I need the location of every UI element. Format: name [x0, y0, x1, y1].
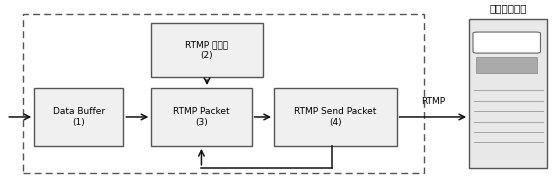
Bar — [274, 88, 396, 146]
Bar — [23, 14, 424, 173]
Text: RTMP 初始化
(2): RTMP 初始化 (2) — [186, 40, 229, 59]
Text: RTMP: RTMP — [421, 97, 445, 106]
Bar — [34, 88, 124, 146]
Text: Data Buffer
(1): Data Buffer (1) — [53, 107, 105, 127]
Text: RTMP Send Packet
(4): RTMP Send Packet (4) — [294, 107, 376, 127]
FancyBboxPatch shape — [473, 32, 541, 53]
Bar — [151, 88, 252, 146]
Bar — [476, 57, 537, 73]
Text: 流媒体服务器: 流媒体服务器 — [489, 3, 527, 14]
Text: RTMP Packet
(3): RTMP Packet (3) — [173, 107, 230, 127]
Bar — [151, 23, 263, 77]
Bar — [469, 19, 547, 168]
